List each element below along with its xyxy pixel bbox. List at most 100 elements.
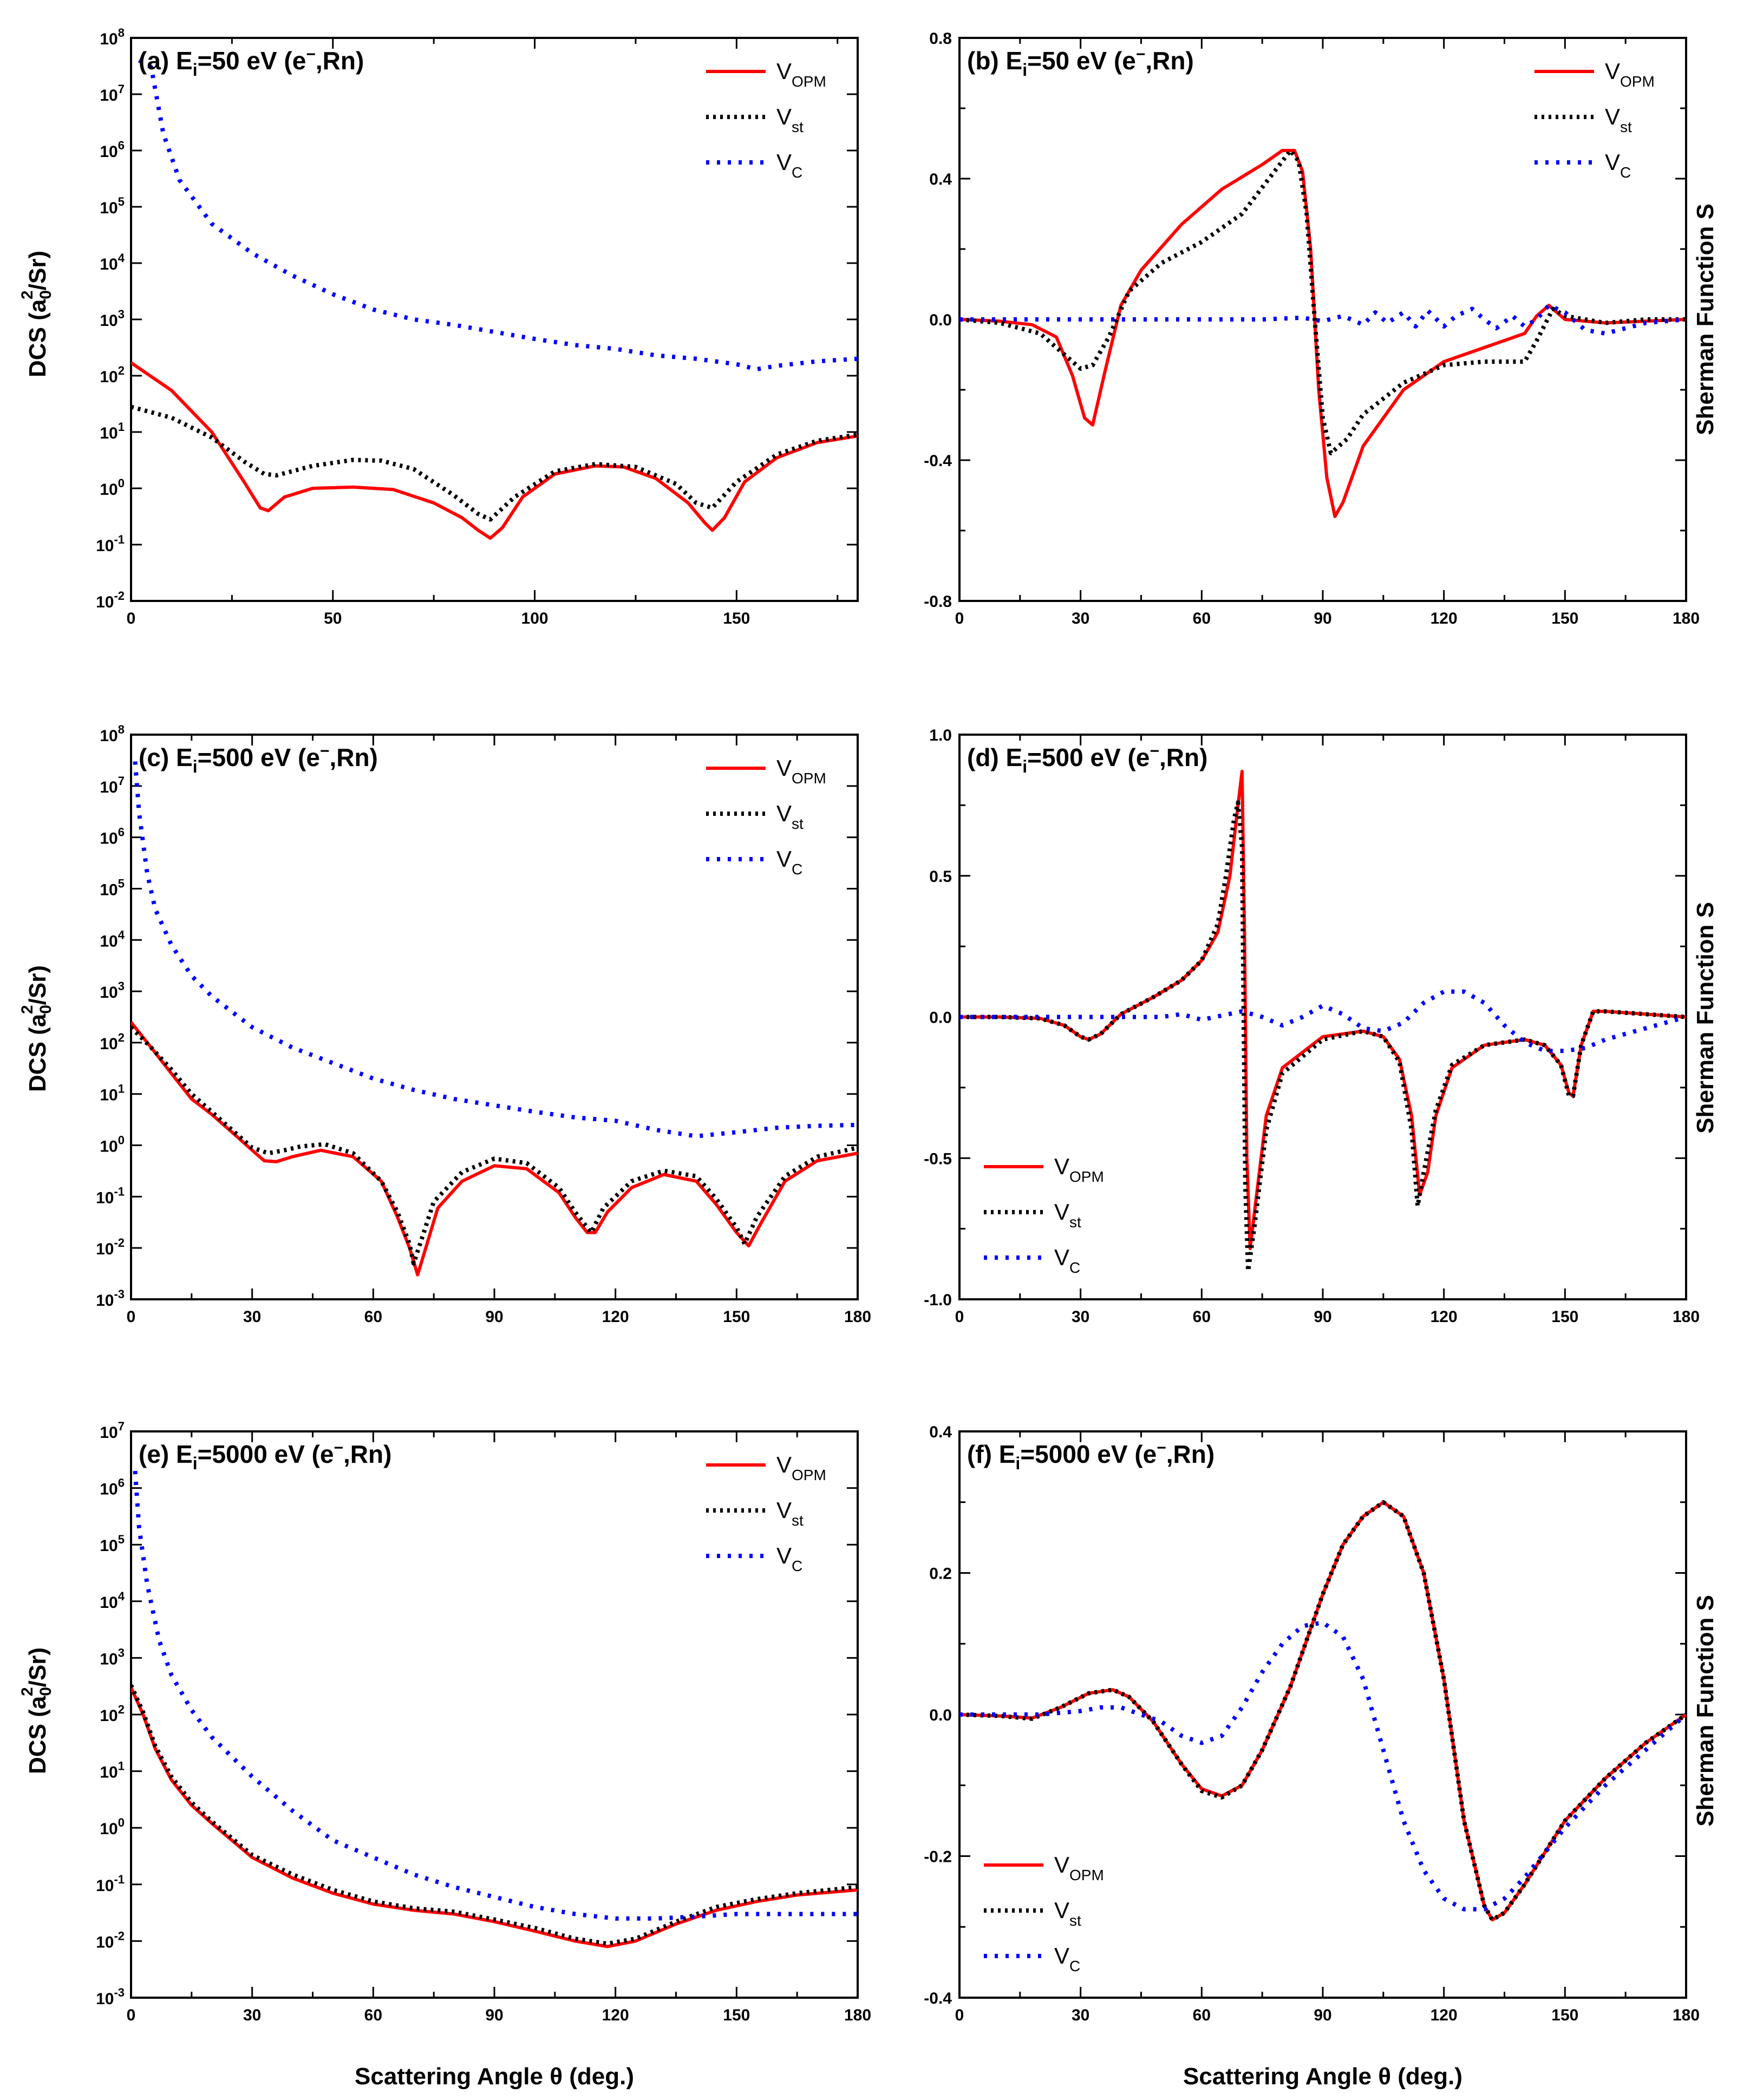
legend-d: VOPM Vst VC <box>984 1154 1104 1276</box>
y-tick-label-b: 0.4 <box>929 171 952 188</box>
x-tick-label-c: 60 <box>364 1308 382 1326</box>
x-tick-label-a: 150 <box>723 610 750 627</box>
y-tick-label-e: 103 <box>100 1646 125 1668</box>
y-tick-label-a: 102 <box>100 364 125 386</box>
y-tick-label-c: 100 <box>100 1134 125 1156</box>
y-tick-label-d: -0.5 <box>924 1150 952 1168</box>
legend-label-st-a: Vst <box>776 104 804 135</box>
panel-title-f: (f) Ei=5000 eV (e−,Rn) <box>967 1439 1214 1473</box>
x-tick-label-d: 90 <box>1314 1308 1331 1326</box>
panel-b: 0 30 60 90 120 150 180 -0.8 -0.4 0.0 0.4 0.8 (b) Ei=… <box>924 30 1700 627</box>
x-tick-label-e: 60 <box>364 2006 382 2024</box>
x-tick-label-c: 150 <box>723 1308 750 1326</box>
y-tick-label-a: 10-1 <box>96 533 125 555</box>
x-tick-label-d: 150 <box>1551 1308 1578 1326</box>
x-tick-label-b: 60 <box>1193 610 1211 627</box>
panel-d: 0 30 60 90 120 150 180 -1.0 -0.5 0.0 0.5 1.0 (d) Ei=… <box>924 727 1700 1326</box>
charts-layer: 0 50 100 150 10-2 10-1 100 101 102 103 104 105 106 10… <box>96 26 1700 2024</box>
x-tick-label-e: 30 <box>243 2006 261 2024</box>
panel-title-b: (b) Ei=50 eV (e−,Rn) <box>967 45 1194 80</box>
y-tick-label-b: -0.8 <box>924 593 952 611</box>
legend-f: VOPM Vst VC <box>984 1852 1104 1974</box>
series-c-d <box>959 989 1686 1054</box>
x-tick-label-e: 180 <box>844 2006 871 2024</box>
series-c-e <box>133 1470 858 1921</box>
series-c-b <box>959 303 1686 336</box>
series-opm-e <box>131 1686 858 1948</box>
y-tick-label-e: 105 <box>100 1533 125 1555</box>
y-tick-label-b: 0.8 <box>929 30 952 48</box>
legend-label-opm-c: VOPM <box>776 755 826 787</box>
x-tick-label-a: 0 <box>127 610 136 627</box>
y-tick-label-d: -1.0 <box>924 1291 952 1309</box>
y-tick-label-a: 108 <box>100 26 125 48</box>
x-tick-label-c: 90 <box>485 1308 503 1326</box>
y-tick-label-c: 10-3 <box>96 1287 125 1310</box>
y-tick-label-a: 107 <box>100 82 125 104</box>
y-tick-label-e: 10-2 <box>96 1929 125 1951</box>
x-tick-label-c: 30 <box>243 1308 261 1326</box>
x-tick-label-f: 120 <box>1431 2006 1458 2024</box>
y-tick-label-c: 103 <box>100 979 125 1002</box>
svg-text:DCS (a02/Sr): DCS (a02/Sr) <box>18 1647 55 1774</box>
y-tick-label-f: 0.0 <box>929 1706 952 1724</box>
legend-label-st-e: Vst <box>776 1497 804 1529</box>
legend-label-st-b: Vst <box>1605 104 1632 135</box>
xlabel-left: Scattering Angle θ (deg.) <box>355 2063 634 2090</box>
dcs-ylabel-c: DCS (a02/Sr) <box>18 965 55 1092</box>
x-tick-label-e: 0 <box>127 2006 136 2024</box>
y-tick-label-e: 101 <box>100 1759 125 1782</box>
y-tick-label-c: 10-2 <box>96 1236 125 1258</box>
legend-label-st-c: Vst <box>776 801 804 832</box>
series-st-d <box>959 800 1686 1273</box>
legend-label-st-f: Vst <box>1054 1898 1081 1929</box>
x-tick-label-b: 30 <box>1072 610 1089 627</box>
y-tick-label-a: 104 <box>100 251 125 273</box>
series-opm-c <box>131 1021 858 1277</box>
y-tick-label-b: -0.4 <box>924 452 952 470</box>
legend-label-c-b: VC <box>1605 149 1631 181</box>
sherman-ylabel-f: Sherman Function S <box>1692 1595 1719 1827</box>
y-tick-label-e: 107 <box>100 1419 125 1442</box>
series-c-c <box>133 761 858 1139</box>
y-tick-label-c: 104 <box>100 928 125 950</box>
x-tick-label-b: 120 <box>1431 610 1458 627</box>
y-tick-label-e: 100 <box>100 1816 125 1838</box>
x-tick-label-b: 180 <box>1673 610 1700 627</box>
y-tick-label-a: 10-2 <box>96 589 125 611</box>
y-tick-label-c: 107 <box>100 774 125 796</box>
y-tick-label-f: 0.4 <box>929 1423 952 1441</box>
x-tick-label-d: 30 <box>1072 1308 1089 1326</box>
legend-label-c-c: VC <box>776 846 802 878</box>
y-tick-label-a: 101 <box>100 420 125 442</box>
y-tick-label-d: 1.0 <box>929 727 952 744</box>
x-tick-label-d: 180 <box>1673 1308 1700 1326</box>
y-tick-label-d: 0.0 <box>929 1009 952 1027</box>
legend-label-opm-b: VOPM <box>1605 58 1655 90</box>
panel-c: 0 30 60 90 120 150 180 10-3 10-2 10-1 100 101 102 103… <box>96 723 871 1326</box>
y-tick-label-e: 10-1 <box>96 1873 125 1895</box>
y-tick-label-c: 106 <box>100 826 125 848</box>
legend-label-c-e: VC <box>776 1543 802 1574</box>
svg-text:DCS (a02/Sr): DCS (a02/Sr) <box>18 965 55 1092</box>
x-tick-label-f: 30 <box>1072 2006 1089 2024</box>
legend-label-opm-f: VOPM <box>1054 1852 1104 1883</box>
x-tick-label-d: 60 <box>1193 1308 1211 1326</box>
y-tick-label-e: 104 <box>100 1589 125 1612</box>
y-tick-label-e: 106 <box>100 1476 125 1499</box>
y-tick-label-f: -0.2 <box>924 1848 952 1866</box>
series-opm-b <box>959 149 1686 518</box>
legend-label-opm-e: VOPM <box>776 1452 826 1483</box>
dcs-ylabel-a: DCS (a02/Sr) <box>18 251 55 377</box>
dcs-ylabel-e: DCS (a02/Sr) <box>18 1647 55 1774</box>
legend-e: VOPM Vst VC <box>706 1452 826 1574</box>
y-tick-label-f: -0.4 <box>924 1990 952 2007</box>
panel-a: 0 50 100 150 10-2 10-1 100 101 102 103 104 105 106 10… <box>96 26 859 627</box>
y-tick-label-d: 0.5 <box>929 868 952 886</box>
panel-title-e: (e) Ei=5000 eV (e−,Rn) <box>139 1439 391 1473</box>
y-tick-label-f: 0.2 <box>929 1565 952 1583</box>
series-st-a <box>131 404 858 522</box>
y-tick-label-c: 102 <box>100 1031 125 1053</box>
x-tick-label-e: 150 <box>723 2006 750 2024</box>
